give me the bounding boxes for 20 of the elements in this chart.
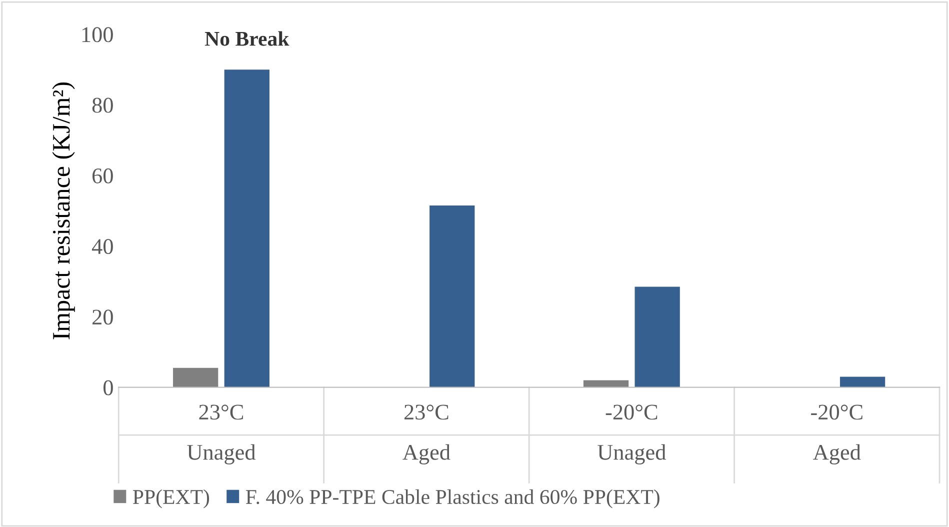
- legend-label: F. 40% PP-TPE Cable Plastics and 60% PP(EXT): [246, 489, 660, 508]
- y-tick-label: 20: [92, 310, 113, 325]
- y-tick-label: 60: [92, 168, 113, 184]
- bar: [583, 380, 629, 388]
- y-tick-label: 40: [92, 239, 113, 254]
- bar: [634, 286, 680, 388]
- legend-label: PP(EXT): [133, 489, 210, 508]
- x-tick-label: -20°C Aged: [811, 404, 862, 464]
- y-tick-label: 100: [82, 27, 113, 42]
- bar: [430, 206, 475, 388]
- y-tick-label: 0: [104, 380, 113, 396]
- x-tick-label: 23°C Aged: [402, 404, 450, 464]
- bar: [224, 70, 270, 388]
- annotation: No Break: [204, 31, 290, 46]
- bar: [173, 368, 218, 388]
- x-tick-label: 23°C Unaged: [187, 404, 256, 464]
- y-axis-title: Impact resistance (KJ/m²): [52, 82, 75, 340]
- x-tick-label: -20°C Unaged: [598, 404, 666, 464]
- bar: [840, 376, 886, 388]
- y-tick-label: 80: [92, 98, 113, 113]
